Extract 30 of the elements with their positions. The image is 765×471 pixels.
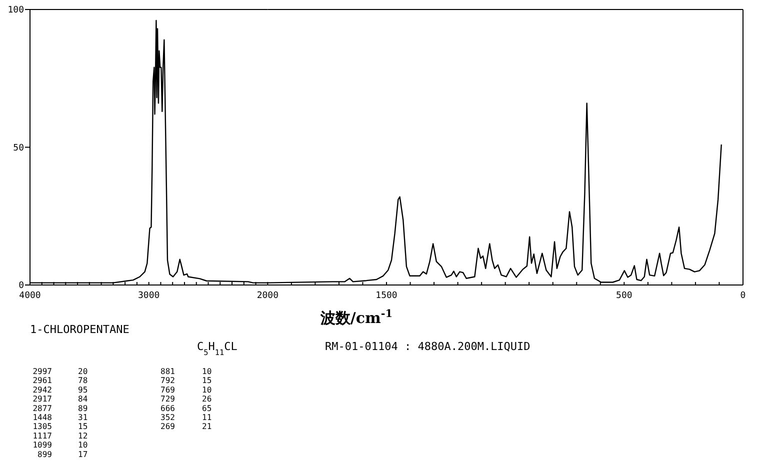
text: 1099 10 bbox=[32, 440, 88, 450]
x-tick-label: 3000 bbox=[138, 291, 160, 301]
text: 1448 31 bbox=[32, 413, 88, 422]
text: 269 21 bbox=[160, 422, 212, 432]
text: 792 15 bbox=[160, 376, 212, 386]
text: 729 26 bbox=[160, 394, 212, 404]
x-tick-label: 1500 bbox=[376, 291, 398, 301]
x-tick-label: 4000 bbox=[19, 291, 41, 301]
text: 769 10 bbox=[160, 385, 212, 394]
text: 1305 15 bbox=[32, 422, 88, 432]
x-axis-title: 波数/cm$^{-1}$ bbox=[319, 308, 393, 327]
text: 2917 84 bbox=[32, 394, 88, 404]
text: 2942 95 bbox=[32, 385, 88, 394]
x-tick-label: 500 bbox=[616, 291, 632, 301]
text: RM-01-01104 : 4880A.200M.LIQUID bbox=[325, 340, 530, 353]
text: 1117 12 bbox=[32, 431, 88, 440]
text: 2877 89 bbox=[32, 404, 88, 413]
y-tick-label: 50 bbox=[13, 143, 24, 154]
text: 899 17 bbox=[38, 450, 88, 459]
x-tick-label: 2000 bbox=[256, 291, 279, 301]
x-tick-label: 0 bbox=[740, 291, 746, 301]
text: 1-CHLOROPENTANE bbox=[30, 323, 130, 336]
text: 2961 78 bbox=[32, 376, 88, 386]
text: 666 65 bbox=[160, 404, 212, 413]
text: 2997 20 bbox=[32, 367, 88, 376]
text: 881 10 bbox=[160, 367, 212, 376]
text: 352 11 bbox=[160, 413, 212, 422]
text: C$_{5}$H$_{11}$CL bbox=[197, 340, 238, 356]
y-tick-label: 100 bbox=[8, 6, 24, 16]
y-tick-label: 0 bbox=[18, 281, 24, 291]
